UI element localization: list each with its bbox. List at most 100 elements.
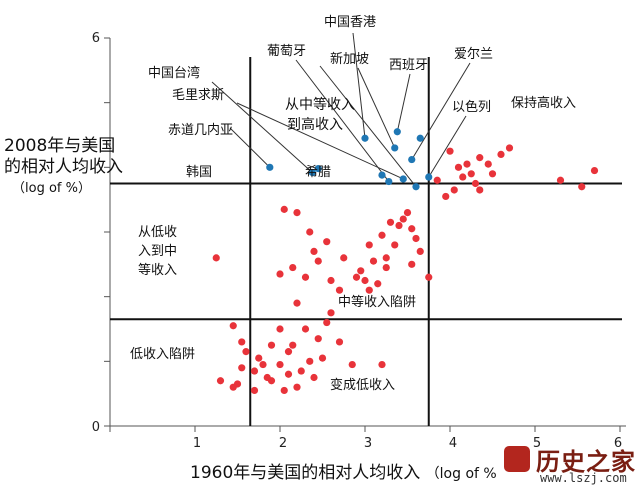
data-point-blue (378, 171, 386, 179)
threshold-lines (110, 57, 622, 426)
data-point-blue (416, 134, 424, 142)
data-point-red (238, 338, 246, 346)
data-point-red (467, 170, 475, 178)
data-point-red (314, 335, 322, 343)
data-points (212, 128, 599, 395)
data-point-blue (412, 183, 420, 191)
data-point-red (352, 273, 361, 281)
y-tick-label: 6 (92, 31, 100, 46)
leader-lines (211, 32, 471, 188)
data-point-red (301, 273, 310, 281)
leader-line (211, 81, 313, 173)
data-point-red (250, 386, 259, 395)
data-point-red (318, 354, 327, 362)
data-point-red (476, 154, 484, 162)
data-point-red (276, 270, 284, 278)
data-point-red (293, 299, 301, 307)
data-point-red (327, 309, 335, 317)
y-axis-label: 2008年与美国的相对人均收入 （log of %） (4, 136, 124, 199)
data-point-red (259, 360, 267, 369)
data-point-red (378, 360, 386, 369)
data-point-red (348, 360, 356, 369)
economy-label-equatorial-guinea: 赤道几内亚 (168, 122, 233, 138)
data-point-red (382, 254, 390, 262)
data-point-red (340, 254, 348, 262)
data-point-red (276, 325, 284, 333)
data-point-red (229, 383, 237, 391)
data-point-red (323, 238, 331, 246)
data-point-red (267, 341, 276, 349)
region-label-became-low-income: 变成低收入 (330, 377, 395, 393)
data-point-red (310, 247, 318, 255)
data-point-red (335, 338, 344, 346)
site-watermark: 历史之家 www.lszj.com (500, 440, 636, 488)
leader-line (352, 32, 366, 139)
data-point-red (365, 241, 373, 249)
economy-label-spain: 西班牙 (389, 58, 428, 73)
x-axis-label: 1960年与美国的相对人均收入 （log of % (190, 458, 530, 483)
data-point-red (335, 286, 344, 294)
data-point-red (284, 348, 293, 356)
data-point-blue (408, 155, 416, 164)
data-point-blue (266, 163, 274, 171)
x-tick-label: 2 (279, 436, 287, 451)
economy-label-israel: 以色列 (452, 99, 491, 115)
x-tick-label: 5 (533, 436, 541, 451)
annotation-labels: 从低收 入到中 等收入 中等收入陷阱 低收入陷阱 变成低收入 从中等收入 到高收… (130, 15, 576, 393)
data-point-red (408, 260, 416, 268)
economy-label-greece: 希腊 (305, 165, 331, 180)
data-point-red (238, 364, 246, 372)
data-point-red (293, 383, 301, 391)
data-point-red (327, 276, 335, 285)
data-point-red (263, 373, 271, 382)
economy-label-mauritius: 毛里求斯 (172, 88, 224, 103)
data-point-red (391, 241, 399, 249)
y-tick-label: 0 (92, 420, 100, 435)
leader-line (396, 73, 411, 132)
data-point-red (280, 386, 288, 395)
data-point-blue (385, 177, 393, 186)
tick-labels: 0 6 1 2 3 4 5 6 (92, 31, 622, 451)
data-point-red (310, 373, 318, 382)
y-axis-unit: （log of %） (12, 181, 91, 196)
data-point-blue (391, 144, 399, 152)
economy-label-hong-kong: 中国香港 (324, 15, 376, 30)
leader-line (295, 59, 390, 182)
economy-label-ireland: 爱尔兰 (454, 47, 493, 62)
y-axis-title: 2008年与美国的相对人均收入 (4, 136, 123, 177)
watermark-seal-icon (504, 446, 530, 472)
data-point-blue (399, 175, 407, 183)
data-point-red (297, 367, 305, 375)
data-point-red (446, 147, 454, 155)
data-point-red (590, 166, 599, 175)
leader-line (319, 65, 417, 188)
economy-label-portugal: 葡萄牙 (267, 44, 306, 59)
data-point-red (289, 263, 297, 272)
region-label-stay-high: 保持高收入 (511, 95, 576, 111)
data-point-red (408, 225, 416, 233)
data-point-red (293, 209, 301, 217)
data-point-red (357, 267, 365, 275)
data-point-red (578, 183, 586, 191)
data-point-red (450, 186, 458, 194)
data-point-blue (393, 128, 401, 136)
region-label-low-to-middle: 从低收 入到中 等收入 (138, 225, 181, 278)
data-point-red (229, 322, 237, 330)
x-axis-unit: （log of % (425, 466, 497, 482)
watermark-url: www.lszj.com (540, 471, 627, 485)
data-point-red (306, 228, 314, 236)
data-point-red (284, 370, 293, 378)
data-point-red (301, 325, 310, 333)
data-point-red (314, 257, 322, 265)
economy-label-south-korea: 韩国 (186, 165, 212, 180)
data-point-red (505, 144, 514, 152)
data-point-blue (308, 168, 316, 177)
data-point-red (459, 173, 467, 181)
data-point-red (471, 179, 480, 188)
watermark-title: 历史之家 (536, 447, 636, 476)
leader-line (357, 67, 396, 149)
data-point-red (365, 286, 373, 294)
economy-label-singapore: 新加坡 (330, 51, 369, 67)
data-point-red (289, 341, 297, 349)
